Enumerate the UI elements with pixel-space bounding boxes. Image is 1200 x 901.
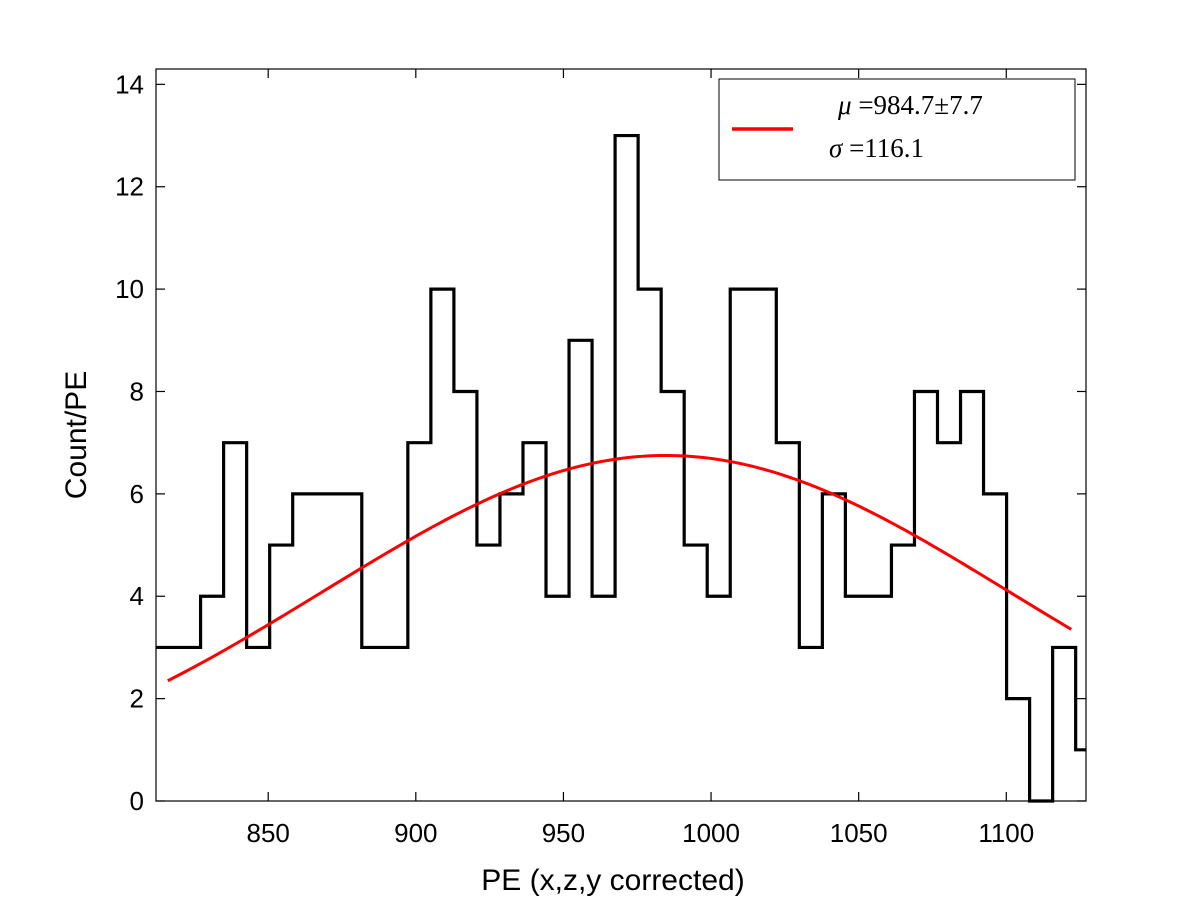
y-tick-label: 2: [130, 684, 144, 714]
legend-mu-symbol: μ: [837, 90, 852, 120]
x-tick-label: 1000: [682, 818, 740, 848]
gaussian-fit-curve: [167, 453, 1073, 683]
legend-sigma-value: =116.1: [842, 133, 924, 163]
y-tick-label: 14: [115, 69, 144, 99]
y-tick-label: 4: [130, 581, 144, 611]
x-tick-label: 1100: [978, 818, 1034, 848]
x-tick-label: 900: [394, 818, 437, 848]
legend-mu-entry: μ =984.7±7.7: [837, 90, 983, 120]
x-tick-label: 1050: [830, 818, 888, 848]
y-tick-label: 8: [130, 376, 144, 406]
axis-ticks: [156, 69, 1086, 802]
y-tick-label: 12: [115, 172, 144, 202]
y-tick-label: 0: [130, 786, 144, 816]
y-tick-label: 10: [115, 274, 144, 304]
x-axis-title: PE (x,z,y corrected): [481, 864, 744, 897]
y-tick-labels: 0 2 4 6 8 10 12 14: [115, 69, 144, 816]
legend-sigma-entry: σ =116.1: [829, 133, 924, 163]
plot-frame: [155, 68, 1087, 802]
x-tick-label: 950: [542, 818, 585, 848]
y-tick-label: 6: [130, 479, 144, 509]
legend-sigma-symbol: σ: [829, 133, 844, 163]
y-axis-title: Count/PE: [60, 371, 93, 499]
legend-mu-value: =984.7±7.7: [852, 90, 983, 120]
legend: μ =984.7±7.7 σ =116.1: [718, 78, 1076, 181]
histogram-step-line: [156, 133, 1086, 803]
x-tick-labels: 850 900 950 1000 1050 1100: [246, 818, 1034, 848]
x-tick-label: 850: [246, 818, 289, 848]
